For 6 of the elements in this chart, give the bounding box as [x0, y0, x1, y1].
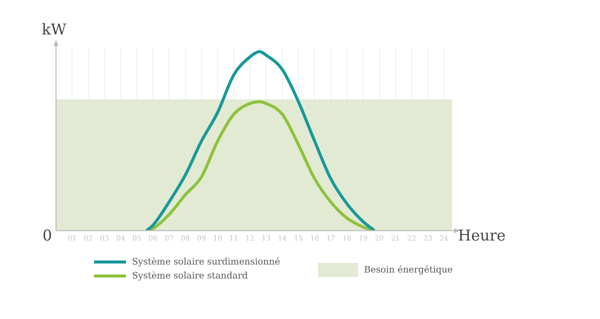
x-axis-title: Heure	[458, 226, 506, 244]
y-axis-title: kW	[42, 20, 67, 38]
legend-label: Système solaire surdimensionné	[132, 256, 280, 268]
legend-label: Besoin énergétique	[364, 264, 453, 276]
legend-label: Système solaire standard	[132, 270, 248, 282]
text: 0	[42, 226, 52, 244]
